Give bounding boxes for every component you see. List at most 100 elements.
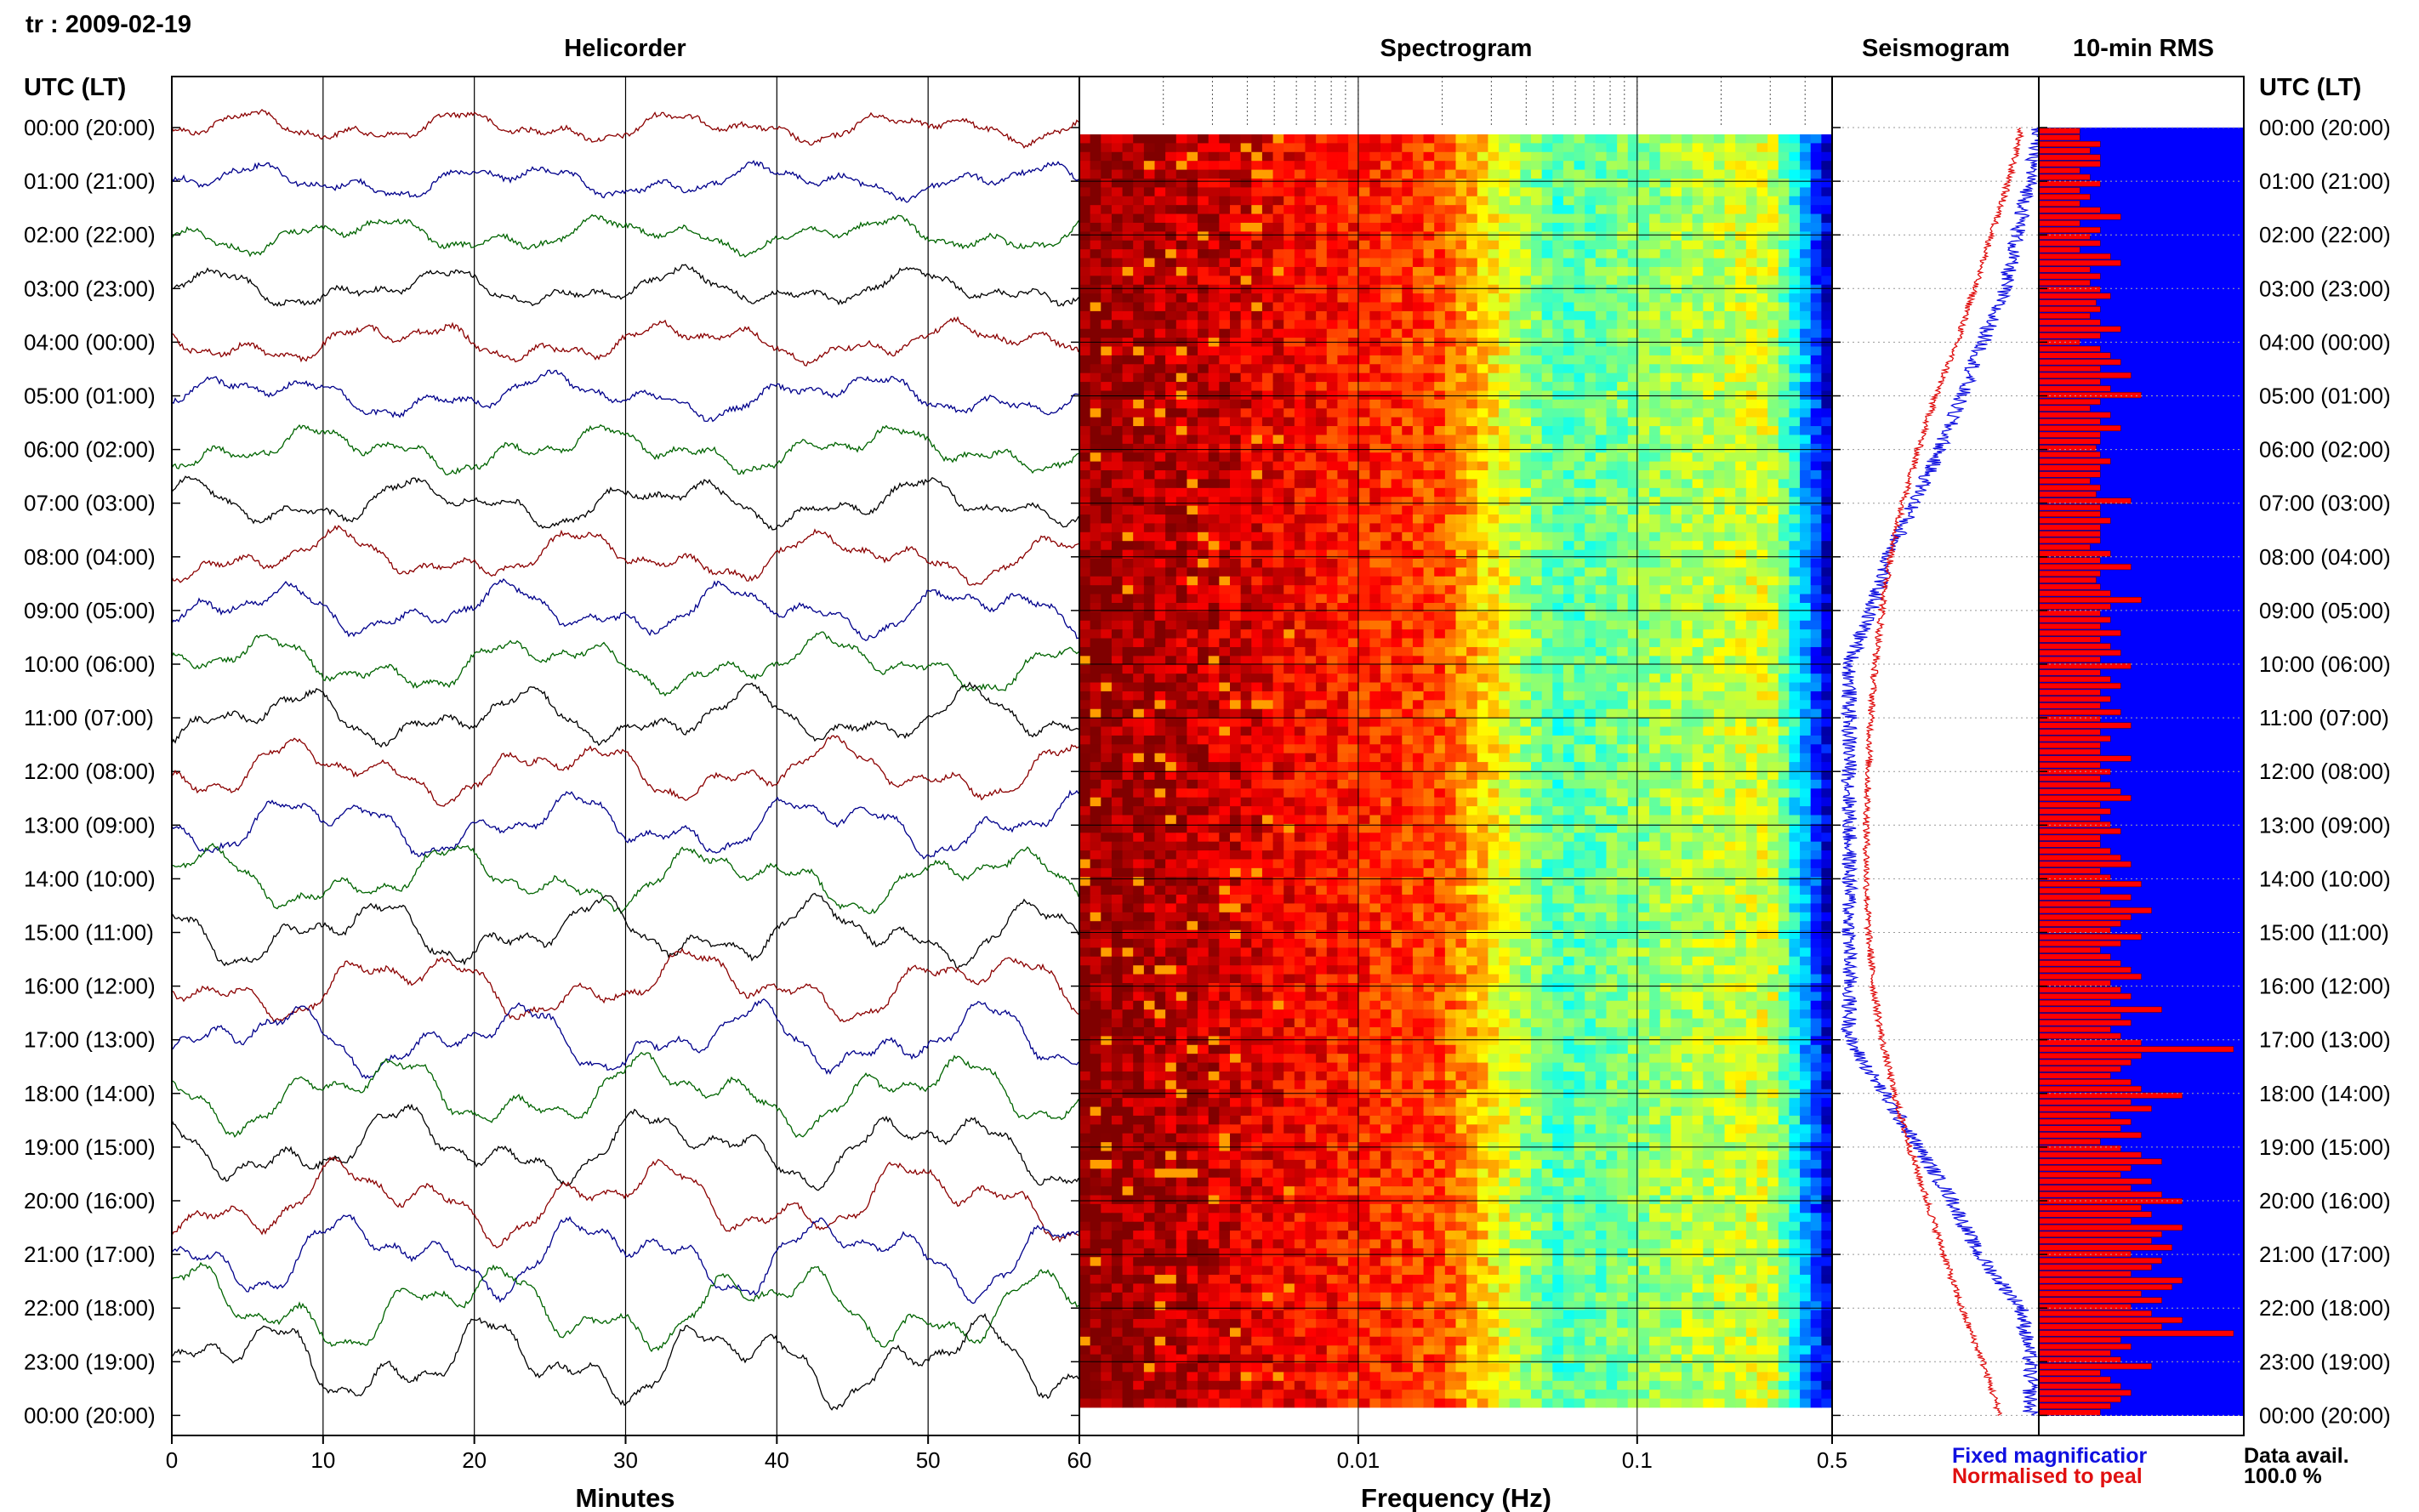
spectrogram-cell <box>1649 418 1660 427</box>
spectrogram-cell <box>1144 187 1155 196</box>
spectrogram-cell <box>1660 621 1671 630</box>
spectrogram-cell <box>1693 506 1704 515</box>
spectrogram-cell <box>1456 196 1467 206</box>
spectrogram-cell <box>1596 532 1607 542</box>
spectrogram-cell <box>1262 647 1273 657</box>
spectrogram-cell <box>1456 249 1467 259</box>
spectrogram-cell <box>1165 541 1176 550</box>
spectrogram-cell <box>1456 161 1467 170</box>
spectrogram-cell <box>1079 241 1090 250</box>
spectrogram-cell <box>1531 523 1542 532</box>
spectrogram-cell <box>1499 435 1510 444</box>
spectrogram-cell <box>1510 196 1521 206</box>
spectrogram-cell <box>1607 249 1618 259</box>
spectrogram-cell <box>1112 205 1123 214</box>
spectrogram-cell <box>1477 497 1488 506</box>
spectrogram-cell <box>1585 293 1596 303</box>
spectrogram-cell <box>1316 541 1327 550</box>
spectrogram-cell <box>1392 205 1403 214</box>
spectrogram-cell <box>1779 400 1790 409</box>
spectrogram-cell <box>1585 161 1596 170</box>
spectrogram-cell <box>1283 179 1295 188</box>
spectrogram-cell <box>1165 320 1176 329</box>
spectrogram-cell <box>1789 426 1800 435</box>
spectrogram-cell <box>1165 647 1176 657</box>
spectrogram-cell <box>1337 550 1348 560</box>
spectrogram-cell <box>1380 205 1392 214</box>
spectrogram-cell <box>1123 497 1134 506</box>
spectrogram-cell <box>1596 134 1607 144</box>
spectrogram-cell <box>1316 329 1327 338</box>
spectrogram-cell <box>1563 435 1574 444</box>
spectrogram-cell <box>1542 621 1553 630</box>
spectrogram-cell <box>1101 205 1112 214</box>
spectrogram-cell <box>1638 585 1649 594</box>
spectrogram-cell <box>1402 152 1413 162</box>
spectrogram-cell <box>1165 196 1176 206</box>
spectrogram-cell <box>1295 355 1306 365</box>
spectrogram-cell <box>1337 452 1348 462</box>
spectrogram-cell <box>1542 550 1553 560</box>
spectrogram-cell <box>1693 249 1704 259</box>
spectrogram-cell <box>1520 231 1531 241</box>
spectrogram-cell <box>1531 559 1542 568</box>
spectrogram-cell <box>1682 311 1693 321</box>
spectrogram-cell <box>1251 205 1262 214</box>
spectrogram-cell <box>1445 143 1456 152</box>
spectrogram-cell <box>1649 161 1660 170</box>
spectrogram-cell <box>1767 303 1779 312</box>
spectrogram-cell <box>1380 249 1392 259</box>
spectrogram-cell <box>1563 550 1574 560</box>
spectrogram-cell <box>1499 665 1510 674</box>
spectrogram-cell <box>1165 736 1176 745</box>
spectrogram-cell <box>1079 143 1090 152</box>
spectrogram-cell <box>1316 488 1327 497</box>
spectrogram-cell <box>1477 647 1488 657</box>
spectrogram-cell <box>1735 639 1746 648</box>
spectrogram-cell <box>1369 285 1380 294</box>
spectrogram-cell <box>1187 418 1198 427</box>
spectrogram-cell <box>1789 683 1800 692</box>
spectrogram-cell <box>1531 276 1542 285</box>
spectrogram-cell <box>1273 152 1284 162</box>
spectrogram-cell <box>1327 559 1338 568</box>
spectrogram-cell <box>1746 241 1757 250</box>
spectrogram-cell <box>1488 355 1499 365</box>
spectrogram-cell <box>1638 736 1649 745</box>
spectrogram-cell <box>1251 532 1262 542</box>
spectrogram-cell <box>1273 293 1284 303</box>
spectrogram-cell <box>1649 196 1660 206</box>
spectrogram-cell <box>1649 611 1660 621</box>
spectrogram-cell <box>1488 134 1499 144</box>
spectrogram-cell <box>1585 241 1596 250</box>
spectrogram-cell <box>1209 418 1220 427</box>
spectrogram-cell <box>1767 408 1779 418</box>
spectrogram-cell <box>1112 497 1123 506</box>
spectrogram-cell <box>1101 293 1112 303</box>
spectrogram-cell <box>1283 161 1295 170</box>
spectrogram-cell <box>1789 700 1800 709</box>
spectrogram-cell <box>1316 276 1327 285</box>
spectrogram-cell <box>1101 567 1112 577</box>
spectrogram-cell <box>1510 744 1521 753</box>
spectrogram-cell <box>1617 541 1628 550</box>
spectrogram-cell <box>1510 594 1521 604</box>
spectrogram-cell <box>1499 223 1510 232</box>
spectrogram-cell <box>1219 276 1230 285</box>
spectrogram-cell <box>1649 488 1660 497</box>
spectrogram-cell <box>1445 355 1456 365</box>
spectrogram-cell <box>1112 267 1123 276</box>
spectrogram-cell <box>1617 639 1628 648</box>
spectrogram-cell <box>1262 488 1273 497</box>
spectrogram-cell <box>1811 249 1822 259</box>
spectrogram-cell <box>1209 594 1220 604</box>
spectrogram-cell <box>1359 303 1370 312</box>
spectrogram-cell <box>1295 170 1306 179</box>
spectrogram-cell <box>1176 134 1187 144</box>
spectrogram-cell <box>1531 364 1542 373</box>
spectrogram-cell <box>1638 143 1649 152</box>
spectrogram-cell <box>1434 665 1445 674</box>
spectrogram-cell <box>1477 541 1488 550</box>
spectrogram-cell <box>1563 594 1574 604</box>
spectrogram-cell <box>1283 329 1295 338</box>
